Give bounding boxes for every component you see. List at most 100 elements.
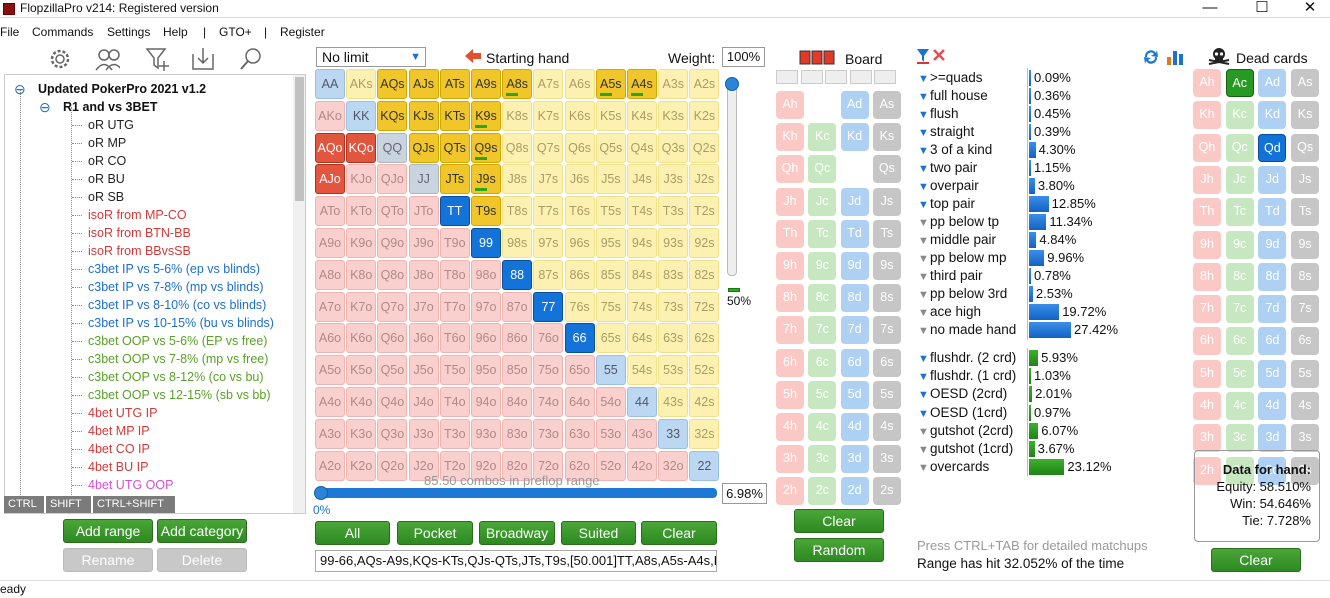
hand-cell[interactable]: 85s [595,259,626,290]
hand-cell[interactable]: A7o [315,291,345,322]
hand-cell[interactable]: T9s [471,196,501,227]
hand-cell[interactable]: K7s [533,100,564,131]
hand-cell[interactable]: KJs [408,100,439,131]
hand-cell[interactable]: JTs [439,164,470,195]
hand-cell[interactable]: Q3o [377,418,408,449]
card-8d[interactable]: 8d [1258,262,1287,291]
card-Ac[interactable]: Ac [1225,69,1254,97]
hand-cell[interactable]: QTo [377,196,408,227]
broadway-button[interactable]: Broadway [479,521,555,545]
import-icon[interactable] [189,46,215,72]
card-Kc[interactable]: Kc [808,123,837,152]
hand-cell[interactable]: 97o [471,291,501,322]
card-9s[interactable]: 9s [872,252,901,280]
stat-row[interactable]: ▼OESD (2crd) [918,385,1007,403]
card-7h[interactable]: 7h [1193,295,1221,324]
filter-icon[interactable]: ▼ [918,235,929,247]
hand-cell[interactable]: Q5o [377,355,408,386]
hand-cell[interactable]: J4o [408,387,439,417]
hand-cell[interactable]: A8s [502,69,533,99]
hand-cell[interactable]: J2s [689,164,720,195]
hand-cell[interactable]: 43o [627,418,657,449]
hand-cell[interactable]: 22 [689,450,720,481]
hand-cell[interactable]: K6o [346,323,377,354]
hand-cell[interactable]: Q7s [533,132,564,163]
card-5s[interactable]: 5s [872,380,901,409]
card-3s[interactable]: 3s [872,445,901,474]
hand-cell[interactable]: J9o [408,228,439,258]
hand-cell[interactable]: 75s [595,291,626,322]
hand-cell[interactable]: ATs [439,69,470,99]
card-Qs[interactable]: Qs [872,155,901,184]
slider-knob[interactable] [314,486,328,500]
hand-cell[interactable]: 73o [533,418,564,449]
card-7h[interactable]: 7h [776,316,804,345]
hand-cell[interactable]: T2o [439,450,470,481]
hand-cell[interactable]: A9s [471,69,501,99]
board-slot[interactable] [776,70,798,84]
hand-cell[interactable]: 83o [502,418,533,449]
card-4h[interactable]: 4h [1193,392,1221,420]
filter-icon[interactable] [916,48,930,64]
hand-cell[interactable]: KQs [377,100,408,131]
tab-ctrl[interactable]: CTRL [4,496,45,513]
filter-icon[interactable]: ▼ [918,307,929,319]
hand-cell[interactable]: KTo [346,196,377,227]
hand-cell[interactable]: 98o [471,259,501,290]
hand-cell[interactable]: Q7o [377,291,408,322]
hand-cell[interactable]: J4s [627,164,657,195]
hand-cell[interactable]: QJo [377,164,408,195]
gear-icon[interactable] [47,46,73,72]
hand-cell[interactable]: Q5s [595,132,626,163]
hand-cell[interactable]: 92o [471,450,501,481]
board-clear-button[interactable]: Clear [794,509,884,533]
card-Th[interactable]: Th [776,219,804,248]
filter-icon[interactable]: ▼ [918,462,929,475]
card-7s[interactable]: 7s [872,316,901,345]
hand-cell[interactable]: A3s [658,69,689,99]
card-Tc[interactable]: Tc [808,219,837,248]
hand-cell[interactable]: T7o [439,291,470,322]
hand-cell[interactable]: 87s [533,259,564,290]
hand-cell[interactable]: 77 [533,291,564,322]
card-6c[interactable]: 6c [1225,327,1254,356]
card-4d[interactable]: 4d [840,413,869,441]
card-5c[interactable]: 5c [808,380,837,409]
hand-cell[interactable]: J7s [533,164,564,195]
card-9s[interactable]: 9s [1291,230,1320,259]
stat-row[interactable]: ▼no made hand [918,321,1016,339]
hand-cell[interactable]: 86s [564,259,595,290]
card-8c[interactable]: 8c [808,284,837,313]
stat-row[interactable]: ▼overcards [918,458,989,476]
filter-icon[interactable]: ▼ [918,289,929,301]
stat-row[interactable]: ▼flushdr. (2 crd) [918,349,1016,367]
hand-cell[interactable]: KTs [439,100,470,131]
stat-row[interactable]: ▼pp below tp [918,213,999,231]
card-2s[interactable]: 2s [872,477,901,506]
card-2d[interactable]: 2d [1258,456,1287,485]
hand-cell[interactable]: 72s [689,291,720,322]
filter-icon[interactable]: ▼ [918,163,929,175]
filter-icon[interactable]: ▼ [918,407,929,420]
filter-icon[interactable]: ▼ [918,127,929,139]
hand-cell[interactable]: 84s [627,259,657,290]
card-Jd[interactable]: Jd [840,187,869,216]
hand-cell[interactable]: 52o [595,450,626,481]
card-4c[interactable]: 4c [1225,392,1254,420]
card-8h[interactable]: 8h [776,284,804,313]
card-Ts[interactable]: Ts [872,219,901,248]
hand-cell[interactable]: Q2s [689,132,720,163]
hand-cell[interactable]: Q2o [377,450,408,481]
card-Qh[interactable]: Qh [1193,133,1221,162]
hand-cell[interactable]: AJs [408,69,439,99]
hand-cell[interactable]: Q8s [502,132,533,163]
board-slot[interactable] [825,70,847,84]
hand-cell[interactable]: JJ [408,164,439,195]
card-Kd[interactable]: Kd [1258,101,1287,130]
filter-add-icon[interactable] [145,46,171,72]
hand-cell[interactable]: K3s [658,100,689,131]
filter-icon[interactable]: ▼ [918,353,929,365]
filter-icon[interactable]: ▼ [918,425,929,438]
card-Qc[interactable]: Qc [1225,133,1254,162]
hand-cell[interactable]: 44 [627,387,657,417]
